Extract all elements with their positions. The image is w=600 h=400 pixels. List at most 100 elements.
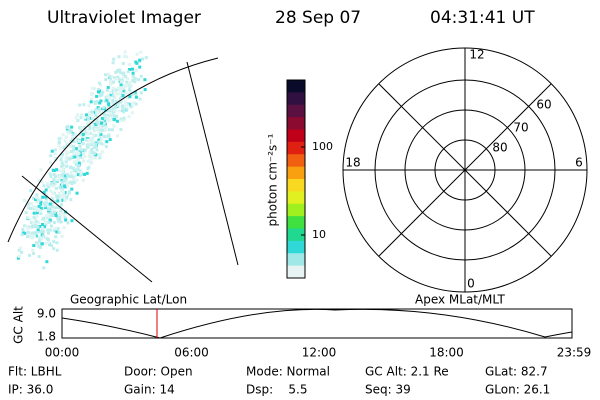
pixel (122, 89, 126, 93)
colorbar-segment (287, 80, 305, 93)
colorbar-tick-label: 100 (312, 140, 333, 153)
pixel (55, 230, 59, 234)
info-field: Dsp: 5.5 (246, 383, 308, 397)
pixel (126, 70, 130, 74)
pixel (72, 140, 76, 144)
pixel (113, 108, 117, 112)
pixel (93, 100, 97, 104)
pixel (71, 133, 75, 137)
pixel (57, 231, 61, 235)
pixel (32, 211, 36, 215)
pixel (120, 104, 124, 108)
pixel (94, 114, 98, 118)
pixel (55, 168, 59, 172)
pixel (81, 178, 85, 182)
pixel (47, 185, 51, 189)
pixel (79, 171, 83, 175)
pixel (109, 91, 113, 95)
pixel (141, 57, 145, 61)
pixel (59, 196, 63, 200)
date: 28 Sep 07 (275, 8, 361, 28)
pixel (108, 74, 112, 78)
pixel (97, 125, 101, 129)
pixel (71, 177, 75, 181)
pixel (58, 212, 62, 216)
pixel (134, 102, 138, 106)
pixel (83, 116, 87, 120)
pixel (127, 63, 131, 67)
pixel (42, 225, 46, 229)
pixel (106, 72, 110, 76)
pixel (121, 76, 125, 80)
pixel (99, 140, 103, 144)
pixel (47, 231, 51, 235)
pixel (108, 112, 112, 116)
pixel (43, 201, 47, 205)
pixel (79, 153, 83, 157)
pixel (42, 266, 46, 270)
pixel (79, 173, 83, 177)
pixel (47, 220, 51, 224)
pixel (109, 77, 113, 81)
pixel (91, 112, 95, 116)
pixel (61, 196, 65, 200)
pixel (45, 260, 49, 264)
mlt-label: 0 (467, 277, 475, 291)
pixel (80, 126, 84, 130)
pixel (70, 187, 74, 191)
pixel (103, 134, 107, 138)
pixel (114, 77, 118, 81)
pixel (37, 239, 41, 243)
pixel (86, 115, 90, 119)
pixel (115, 92, 119, 96)
mlt-label: 12 (469, 48, 484, 62)
colorbar-segment (287, 203, 305, 217)
pixel (143, 78, 147, 82)
pixel (26, 230, 30, 234)
pixel (57, 137, 61, 141)
pixel (41, 207, 45, 211)
pixel (37, 178, 41, 182)
pixel (107, 118, 111, 122)
pixel (78, 144, 82, 148)
pixel (34, 205, 38, 209)
pixel (97, 87, 101, 91)
pixel (58, 176, 62, 180)
pixel (117, 55, 121, 59)
pixel (110, 75, 114, 79)
pixel (32, 244, 36, 248)
pixel (81, 137, 85, 141)
pixel (50, 202, 54, 206)
pixel (88, 131, 92, 135)
pixel (42, 193, 46, 197)
pixel (48, 215, 52, 219)
pixel (37, 245, 41, 249)
pixel (98, 156, 102, 160)
pixel (115, 114, 119, 118)
pixel (31, 236, 35, 240)
pixel (43, 206, 47, 210)
pixel (76, 164, 80, 168)
pixel (26, 235, 30, 239)
pixel (69, 170, 73, 174)
pixel (44, 197, 48, 201)
pixel (129, 102, 133, 106)
pixel (59, 208, 63, 212)
pixel (75, 149, 79, 153)
pixel (119, 128, 123, 132)
pixel (99, 83, 103, 87)
pixel (111, 99, 115, 103)
pixel (18, 246, 22, 250)
pixel (48, 218, 52, 222)
pixel (135, 68, 139, 72)
pixel (63, 190, 67, 194)
pixel (41, 223, 45, 227)
pixel (121, 96, 125, 100)
pixel (92, 145, 96, 149)
pixel (30, 225, 34, 229)
pixel (85, 143, 89, 147)
pixel (90, 151, 94, 155)
pixel (100, 109, 104, 113)
pixel (53, 200, 57, 204)
